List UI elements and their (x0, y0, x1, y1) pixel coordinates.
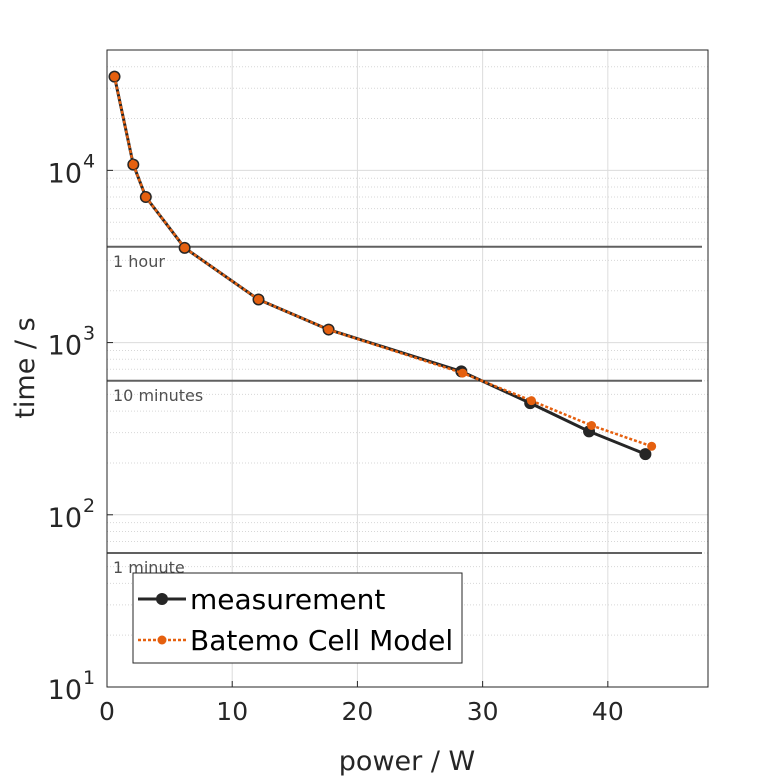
legend-entry-label: measurement (190, 583, 385, 616)
data-point (180, 243, 190, 253)
data-point (110, 72, 120, 82)
y-tick-label: 10 (48, 331, 82, 362)
data-point (458, 368, 468, 378)
series-layer (108, 70, 657, 461)
legend: measurement Batemo Cell Model (132, 572, 463, 664)
x-tick-label: 30 (467, 697, 499, 726)
y-tick-exponent: 4 (83, 150, 95, 172)
data-point (587, 420, 597, 430)
data-point (526, 396, 536, 406)
reference-line-label: 1 minute (113, 558, 185, 577)
y-tick-label: 10 (48, 675, 82, 706)
reference-lines: 1 hour 10 minutes 1 minute (107, 245, 702, 577)
legend-entry-label: Batemo Cell Model (190, 624, 453, 657)
x-tick-label: 10 (216, 697, 248, 726)
y-tick-exponent: 2 (83, 495, 95, 517)
data-point (141, 192, 151, 202)
reference-line-label: 1 hour (113, 252, 165, 271)
y-tick-label: 10 (48, 503, 82, 534)
y-tick-exponent: 3 (83, 323, 95, 345)
x-tick-label: 0 (99, 697, 115, 726)
legend-swatch-marker (156, 593, 168, 605)
data-point (639, 448, 652, 461)
y-tick-exponent: 1 (83, 667, 95, 689)
x-axis-label: power / W (339, 746, 475, 777)
y-tick-label: 10 (48, 158, 82, 189)
series-line (113, 76, 653, 448)
data-point (254, 294, 264, 304)
data-point (128, 160, 138, 170)
data-point (324, 325, 334, 335)
x-tick-label: 20 (342, 697, 374, 726)
plot-frame (106, 49, 709, 688)
y-axis-label: time / s (10, 317, 41, 418)
reference-line-label: 10 minutes (113, 386, 203, 405)
x-tick-label: 40 (592, 697, 624, 726)
legend-box (132, 572, 463, 664)
data-point (647, 441, 657, 451)
legend-swatch-marker (157, 635, 167, 645)
